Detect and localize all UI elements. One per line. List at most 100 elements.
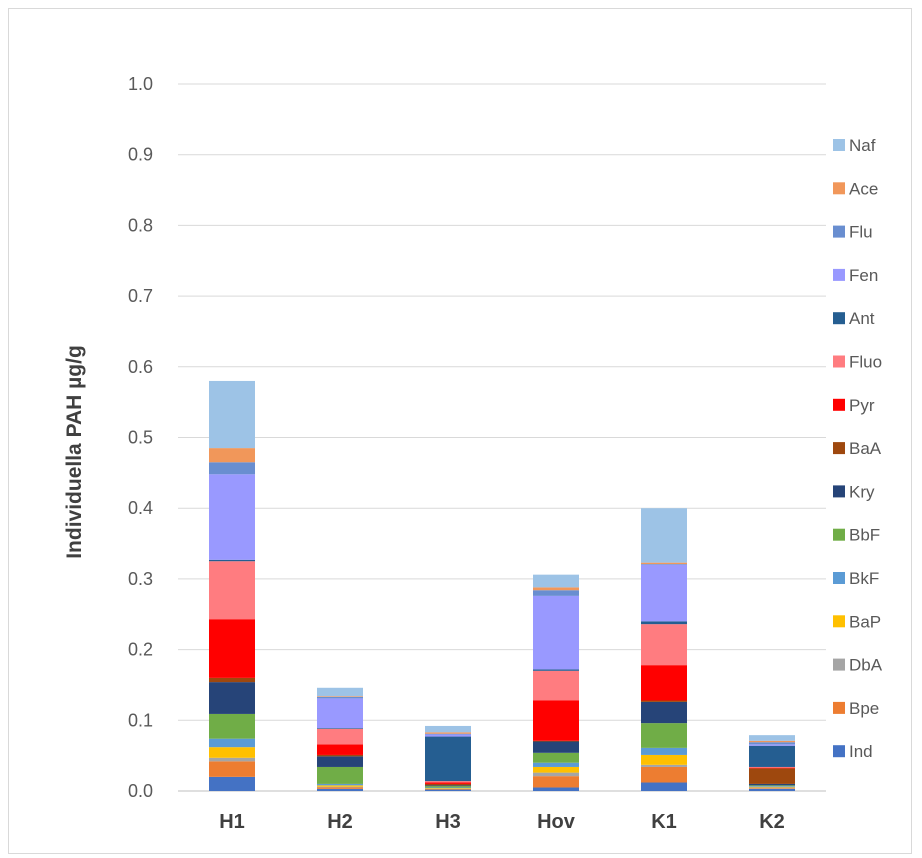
bar-segment-bbf-k1 bbox=[641, 723, 687, 748]
legend-swatch bbox=[833, 355, 845, 368]
legend: Naf Ace Flu Fen Ant Fluo Pyr BaA Kry BbF BkF BaP DbA… bbox=[833, 136, 883, 761]
bar-segment-naf-h1 bbox=[209, 380, 255, 449]
legend-label: Fluo bbox=[849, 353, 882, 372]
bar-segment-pyr-hov bbox=[533, 700, 579, 741]
bar-segment-baa-h1 bbox=[209, 677, 255, 683]
bar-segment-kry-hov bbox=[533, 741, 579, 753]
bar-segment-bkf-k2 bbox=[749, 786, 795, 787]
chart-frame bbox=[8, 8, 912, 854]
legend-label: Flu bbox=[849, 223, 873, 242]
bar-segment-bap-h3 bbox=[425, 788, 471, 789]
y-tick-label: 0.7 bbox=[128, 286, 153, 306]
legend-label: DbA bbox=[849, 656, 883, 675]
legend-item-bap: BaP bbox=[833, 612, 881, 631]
y-tick-label: 0.0 bbox=[128, 781, 153, 801]
y-tick-label: 0.6 bbox=[128, 357, 153, 377]
legend-item-ant: Ant bbox=[833, 309, 875, 328]
legend-label: Ant bbox=[849, 309, 875, 328]
y-tick-label: 0.2 bbox=[128, 640, 153, 660]
bar-segment-fen-hov bbox=[533, 595, 579, 670]
bar-segment-bpe-k1 bbox=[641, 766, 687, 783]
bar-segment-ind-h2 bbox=[317, 788, 363, 791]
legend-label: Fen bbox=[849, 266, 878, 285]
bar-segment-flu-k2 bbox=[749, 742, 795, 745]
legend-label: Bpe bbox=[849, 699, 879, 718]
bar-segment-pyr-k2 bbox=[749, 767, 795, 769]
legend-item-flu: Flu bbox=[833, 223, 873, 242]
bar-segment-flu-hov bbox=[533, 590, 579, 596]
legend-swatch bbox=[833, 225, 845, 238]
legend-label: BaA bbox=[849, 439, 882, 458]
bar-segment-flu-h3 bbox=[425, 733, 471, 735]
bar-segment-bbf-h3 bbox=[425, 786, 471, 788]
bar-segment-ant-h3 bbox=[425, 736, 471, 782]
bar-segment-ind-k2 bbox=[749, 788, 795, 791]
legend-swatch bbox=[833, 398, 845, 411]
bar-segment-flu-h2 bbox=[317, 696, 363, 699]
legend-item-dba: DbA bbox=[833, 656, 883, 675]
bar-segment-bkf-hov bbox=[533, 762, 579, 767]
bar-segment-ace-hov bbox=[533, 587, 579, 591]
legend-label: BbF bbox=[849, 526, 880, 545]
bar-segment-ant-h1 bbox=[209, 559, 255, 562]
bar-segment-bpe-h1 bbox=[209, 761, 255, 777]
y-tick-label: 0.4 bbox=[128, 498, 153, 518]
bar-segment-ant-k2 bbox=[749, 745, 795, 767]
bar-segment-fluo-h3 bbox=[425, 781, 471, 783]
bar-segment-ace-k1 bbox=[641, 562, 687, 565]
x-category-label: K1 bbox=[651, 811, 677, 833]
x-category-label: H2 bbox=[327, 811, 353, 833]
gridlines bbox=[178, 83, 826, 792]
legend-item-bkf: BkF bbox=[833, 569, 879, 588]
bar-segment-ant-hov bbox=[533, 669, 579, 671]
bar-segment-baa-h3 bbox=[425, 783, 471, 786]
bar-segment-kry-k2 bbox=[749, 783, 795, 786]
legend-label: BaP bbox=[849, 612, 881, 631]
bar-segment-ant-h2 bbox=[317, 728, 363, 729]
legend-swatch bbox=[833, 701, 845, 714]
legend-label: Ace bbox=[849, 179, 878, 198]
bar-segment-pyr-h3 bbox=[425, 782, 471, 784]
x-category-label: Hov bbox=[537, 811, 576, 833]
bar-segment-dba-h1 bbox=[209, 757, 255, 762]
bar-segment-bap-k1 bbox=[641, 754, 687, 765]
y-tick-label: 1.0 bbox=[128, 74, 153, 94]
bar-segment-bap-k2 bbox=[749, 786, 795, 788]
bar-segment-ace-h3 bbox=[425, 732, 471, 734]
legend-item-baa: BaA bbox=[833, 439, 882, 458]
legend-label: Naf bbox=[849, 136, 876, 155]
bar-segment-baa-hov bbox=[533, 740, 579, 742]
bar-segment-bap-h2 bbox=[317, 785, 363, 787]
bar-segment-fluo-h1 bbox=[209, 561, 255, 620]
bar-segment-dba-hov bbox=[533, 772, 579, 777]
bar-segment-flu-h1 bbox=[209, 462, 255, 475]
bar-segment-kry-k1 bbox=[641, 701, 687, 724]
bar-segment-ace-h2 bbox=[317, 696, 363, 697]
bar-segment-bkf-h1 bbox=[209, 738, 255, 748]
legend-item-ind: Ind bbox=[833, 742, 873, 761]
bar-segment-bbf-h2 bbox=[317, 766, 363, 784]
y-tick-label: 0.5 bbox=[128, 428, 153, 448]
bar-segment-pyr-h2 bbox=[317, 744, 363, 755]
bar-segment-naf-h2 bbox=[317, 687, 363, 697]
legend-swatch bbox=[833, 658, 845, 671]
legend-item-fluo: Fluo bbox=[833, 353, 882, 372]
legend-swatch bbox=[833, 528, 845, 541]
legend-swatch bbox=[833, 745, 845, 758]
bar-segment-kry-h3 bbox=[425, 785, 471, 787]
bar-segment-bkf-h2 bbox=[317, 783, 363, 786]
legend-item-bbf: BbF bbox=[833, 526, 880, 545]
legend-item-bpe: Bpe bbox=[833, 699, 879, 718]
legend-swatch bbox=[833, 182, 845, 195]
bar-segment-ace-k2 bbox=[749, 740, 795, 743]
y-axis-ticks: 0.0 0.1 0.2 0.3 0.4 0.5 0.6 0.7 0.8 0.9 1.0 bbox=[128, 74, 153, 801]
bar-segment-kry-h2 bbox=[317, 756, 363, 767]
bar-segment-ant-k1 bbox=[641, 621, 687, 625]
bar-segment-fen-h3 bbox=[425, 734, 471, 737]
bar-segment-bbf-k2 bbox=[749, 785, 795, 787]
x-axis-categories: H1 H2 H3 Hov K1 K2 bbox=[219, 811, 785, 833]
bar-segment-baa-k1 bbox=[641, 700, 687, 702]
x-category-label: H3 bbox=[435, 811, 461, 833]
bar-segment-bkf-h3 bbox=[425, 787, 471, 789]
